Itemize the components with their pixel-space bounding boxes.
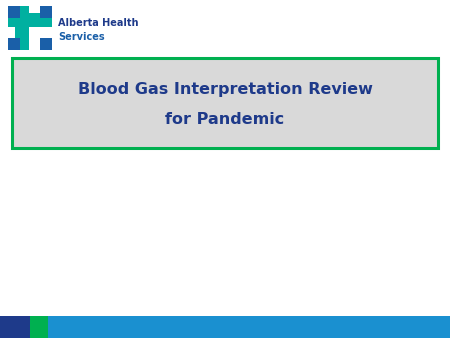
Bar [12,58,438,148]
Text: Blood Gas Interpretation Review: Blood Gas Interpretation Review [77,82,373,97]
Bar [0,316,450,338]
Text: Alberta Health: Alberta Health [58,18,139,28]
Bar [8,13,52,27]
Bar [30,316,48,338]
Bar [15,6,29,50]
Text: Services: Services [58,32,104,42]
Bar [12,58,438,148]
Bar [0,316,30,338]
Bar [40,38,52,50]
Bar [40,6,52,18]
Bar [8,6,20,18]
Text: for Pandemic: for Pandemic [166,112,284,127]
Bar [8,38,20,50]
